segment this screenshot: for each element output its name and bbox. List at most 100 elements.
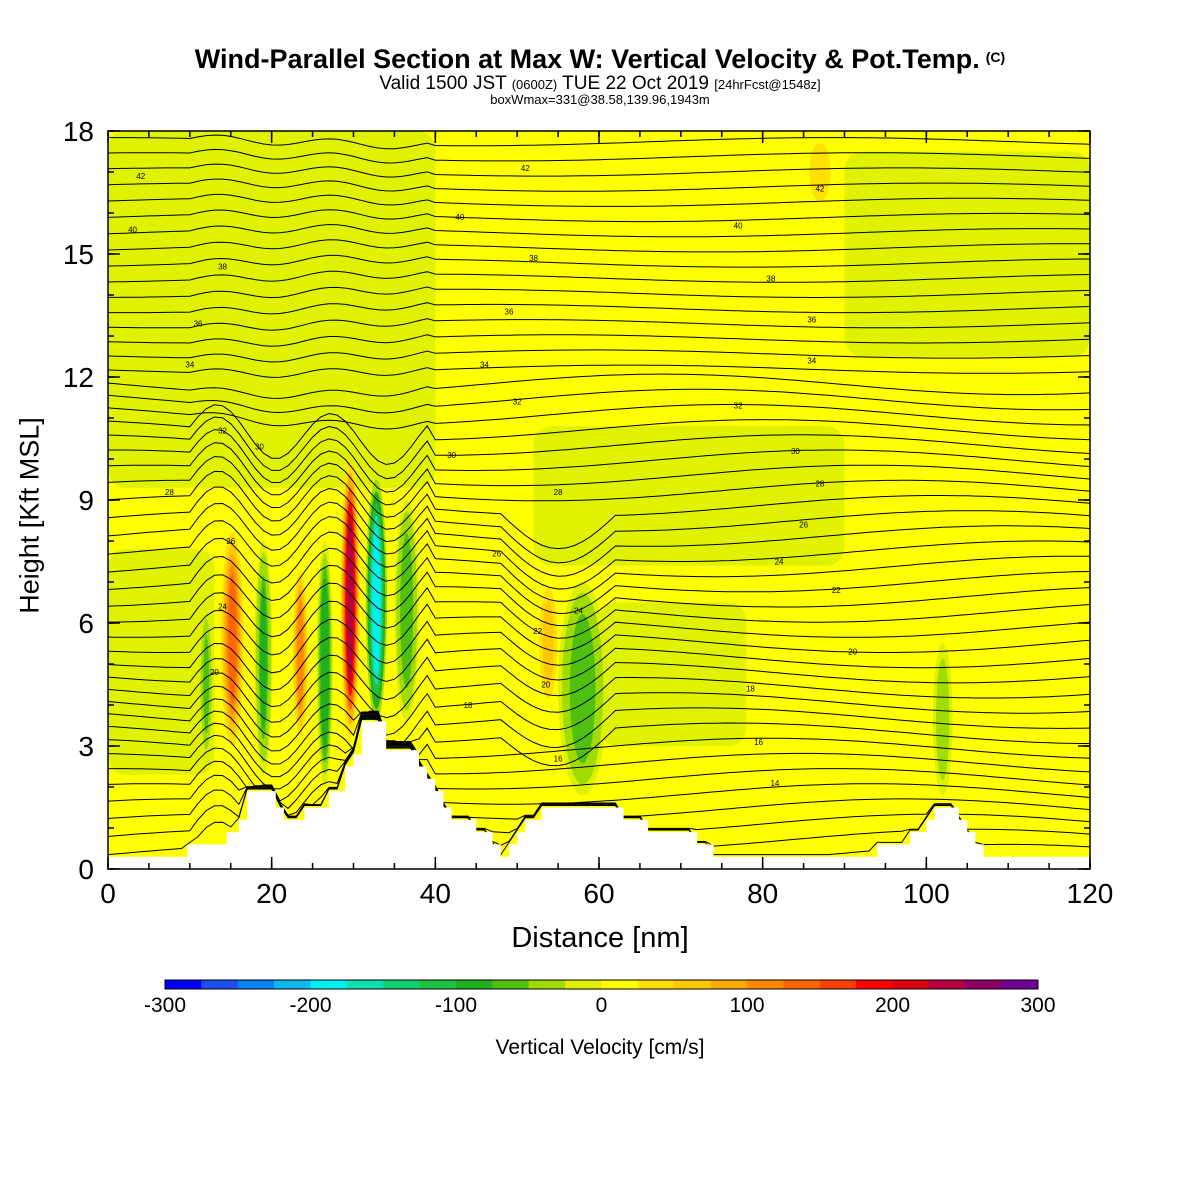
isentropes: [107, 134, 1091, 856]
isentrope-line: [107, 254, 1090, 268]
isentrope-line: [108, 714, 1091, 802]
isentrope-label: 40: [734, 221, 743, 230]
isentrope-line: [107, 223, 1091, 238]
isentrope-label: 26: [799, 521, 808, 530]
isentrope-label: 20: [848, 648, 857, 657]
copyright-mark: (C): [985, 49, 1006, 65]
isentrope-label: 20: [541, 681, 550, 690]
isentrope-line: [107, 442, 1091, 506]
isentrope-label: 18: [746, 685, 755, 694]
colorbar-tick-label: 200: [875, 994, 910, 1017]
isentrope-line: [107, 388, 1091, 414]
isentrope-line: [107, 501, 1091, 577]
isentrope-label: 18: [464, 701, 473, 710]
colorbar-swatch: [601, 980, 639, 989]
isentrope-label: 38: [766, 275, 775, 284]
isentrope-label: 24: [574, 607, 583, 616]
isentrope-line: [107, 564, 1091, 627]
isentrope-line: [107, 364, 1091, 378]
colorbar-swatch: [165, 980, 202, 989]
isentrope-label: 26: [226, 537, 235, 546]
x-tick-label: 100: [903, 878, 950, 909]
isentrope-label: 32: [218, 426, 227, 435]
isentrope-label: 28: [554, 488, 563, 497]
isentrope-label: 26: [492, 549, 501, 558]
colorbar-tick-label: 100: [729, 994, 764, 1017]
isentrope-label: 40: [455, 213, 464, 222]
colorbar-swatch: [819, 980, 857, 989]
colorbar-swatch: [274, 980, 311, 989]
isentrope-line: [108, 302, 1091, 315]
colorbar-tick-label: -300: [144, 994, 186, 1017]
colorbar-swatch: [892, 980, 930, 989]
isentrope-line: [107, 318, 1091, 331]
colorbar-swatch: [201, 980, 239, 989]
colorbar-swatch: [637, 980, 675, 989]
downdraft-cell: [402, 544, 412, 678]
y-tick-label: 3: [78, 731, 94, 762]
isentrope-line: [107, 547, 1091, 614]
isentrope-labels: 42 42 42 40 40 40 38 38 38 36 36 36 34 34 34 32 32 32 30 30…: [128, 164, 858, 788]
colorbar-swatch: [710, 980, 748, 989]
colorbar-swatch: [928, 980, 966, 989]
updraft-cell: [297, 598, 304, 710]
isentrope-line: [107, 654, 1091, 708]
colorbar-frame: [164, 979, 1039, 990]
negative-w-zone: [108, 131, 436, 488]
colorbar-swatch: [492, 980, 530, 989]
y-tick-label: 0: [78, 854, 94, 885]
isentrope-line: [107, 685, 1091, 738]
colorbar-swatch: [528, 980, 566, 989]
isentrope-label: 40: [128, 225, 137, 234]
isentrope-label: 42: [136, 172, 145, 181]
updraft-cell: [812, 147, 828, 197]
isentrope-label: 42: [815, 184, 824, 193]
colorbar-swatch: [856, 980, 893, 989]
isentrope-line: [107, 531, 1091, 602]
isentrope-line: [107, 416, 1091, 480]
downdraft-cell: [321, 590, 328, 738]
isentrope-line: [107, 349, 1091, 363]
isentrope-label: 28: [815, 480, 824, 489]
downdraft-cell: [203, 635, 210, 734]
isentrope-label: 16: [754, 738, 763, 747]
isentrope-line: [107, 470, 1091, 550]
isentrope-line: [108, 429, 1091, 493]
isentrope-label: 24: [218, 603, 227, 612]
isentrope-label: 22: [533, 627, 542, 636]
isentrope-line: [108, 582, 1091, 639]
colorbar-tick-label: -200: [289, 994, 331, 1017]
isentrope-line: [107, 334, 1091, 347]
isentrope-label: 34: [185, 361, 194, 370]
isentrope-line: [107, 710, 1090, 767]
isentrope-label: 38: [218, 262, 227, 271]
y-tick-label: 9: [78, 485, 94, 516]
colorbar-swatch: [565, 980, 602, 989]
colorbar-swatch: [674, 980, 712, 989]
isentrope-line: [107, 404, 1091, 466]
isentrope-line: [107, 209, 1091, 223]
downdraft-cell: [372, 527, 381, 674]
colorbar-swatch: [747, 980, 784, 989]
negative-w-zone: [844, 151, 1090, 357]
isentrope-label: 22: [832, 586, 841, 595]
x-tick-label: 120: [1067, 878, 1114, 909]
updraft-cell: [346, 514, 354, 683]
colorbar: -300 -200 -100 0 100 200 300: [144, 979, 1056, 1017]
colorbar-tick-label: -100: [435, 994, 477, 1017]
isentrope-label: 36: [194, 320, 203, 329]
isentrope-line: [107, 618, 1091, 674]
downdraft-cell: [260, 587, 267, 728]
terrain-mask: [108, 721, 1090, 869]
colorbar-tick-label: 0: [596, 994, 608, 1017]
isentrope-label: 32: [734, 402, 743, 411]
isentrope-line: [107, 636, 1091, 691]
isentrope-line: [107, 148, 1091, 164]
y-tick-label: 6: [78, 608, 94, 639]
isentrope-line: [107, 713, 1091, 790]
isentrope-line: [107, 193, 1091, 207]
colorbar-label: Vertical Velocity [cm/s]: [495, 1036, 705, 1059]
x-tick-label: 0: [100, 878, 116, 909]
isentrope-line: [107, 516, 1091, 590]
